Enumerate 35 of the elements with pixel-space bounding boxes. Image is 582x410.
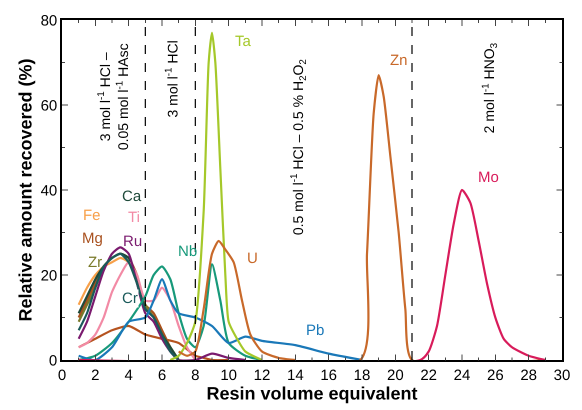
x-tick-label: 4 bbox=[124, 366, 133, 384]
series-label: Ru bbox=[123, 233, 142, 250]
x-tick-label: 28 bbox=[520, 366, 538, 384]
series-label: Zn bbox=[390, 52, 408, 69]
y-tick-label: 60 bbox=[40, 97, 58, 114]
x-tick-label: 8 bbox=[191, 366, 200, 384]
y-tick-label: 0 bbox=[48, 352, 58, 370]
x-tick-label: 22 bbox=[420, 366, 438, 384]
series-label: Cr bbox=[122, 290, 138, 307]
x-tick-label: 14 bbox=[286, 366, 304, 384]
x-tick-label: 16 bbox=[320, 366, 338, 384]
text: Fe bbox=[83, 207, 101, 224]
series-label: Nb bbox=[178, 243, 198, 260]
y-tick-label: 80 bbox=[40, 12, 58, 30]
series-label: Ta bbox=[235, 33, 252, 50]
x-tick-label: 2 bbox=[91, 366, 100, 384]
x-tick-label: 24 bbox=[454, 366, 470, 384]
series-label: Zr bbox=[88, 254, 102, 271]
x-tick-label: 12 bbox=[254, 366, 270, 384]
series-label: Pb bbox=[306, 322, 324, 339]
y-tick-label: 20 bbox=[40, 267, 58, 284]
y-tick-label: 40 bbox=[40, 182, 58, 200]
y-axis-title: Relative amount recovered (%) bbox=[15, 58, 36, 322]
x-tick-label: 30 bbox=[554, 366, 570, 384]
x-tick-label: 10 bbox=[220, 366, 238, 384]
series-label: Mo bbox=[478, 169, 499, 186]
x-tick-label: 18 bbox=[354, 366, 370, 384]
x-tick-label: 20 bbox=[386, 366, 404, 384]
text: Ca bbox=[122, 188, 142, 205]
series-label: Mg bbox=[82, 230, 103, 247]
series-label: U bbox=[247, 250, 258, 267]
text: Ti bbox=[128, 209, 140, 226]
x-tick-label: 6 bbox=[158, 366, 166, 384]
x-tick-label: 26 bbox=[486, 366, 504, 384]
x-axis-title: Resin volume equivalent bbox=[206, 384, 418, 404]
